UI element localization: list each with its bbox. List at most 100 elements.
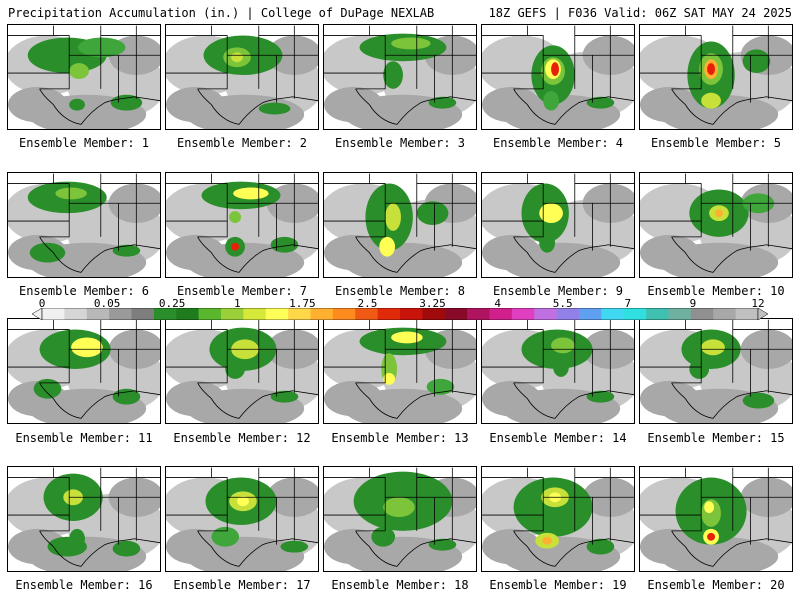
colorbar-tick-label: 1.75 [289,297,316,310]
precip-area [8,528,68,565]
state-border [324,496,476,516]
colorbar-tick-label: 0.25 [158,297,186,310]
precip-area [391,37,431,50]
state-border [8,329,70,350]
precip-map [482,25,634,129]
colorbar-tick-label: 0 [38,297,46,310]
precip-map [8,467,160,571]
member-label: Ensemble Member: 10 [647,284,785,298]
state-border [39,221,70,238]
colorbar-swatch [444,308,468,320]
member-label: Ensemble Member: 20 [647,578,785,592]
state-border [166,202,318,222]
state-border [482,183,544,204]
member-label: Ensemble Member: 5 [650,136,782,150]
precip-area [29,242,66,263]
state-border [482,496,634,516]
colorbar-swatch [42,308,65,320]
state-border [513,382,634,419]
precip-area [78,37,126,58]
member-label: Ensemble Member: 17 [173,578,311,592]
precip-map [166,467,318,571]
precip-area [383,497,415,518]
state-border [513,221,544,238]
state-border [324,54,476,74]
precip-map [640,25,792,129]
state-border [8,348,160,368]
colorbar-tick-label: 1 [233,297,241,310]
colorbar-swatch [86,308,110,320]
colorbar-tick-label: 3.25 [419,297,446,310]
colorbar-tick-label: 2.5 [357,297,378,310]
colorbar-swatch [713,308,737,320]
state-border [513,367,544,384]
state-border [166,477,228,498]
precip-area [715,209,723,218]
ensemble-panel [639,24,793,130]
state-border [482,54,634,74]
ensemble-panel [323,172,477,278]
precip-map [482,319,634,423]
precip-area [742,49,771,74]
state-border [671,530,792,567]
member-label: Ensemble Member: 18 [331,578,469,592]
ensemble-panel [481,318,635,424]
state-border [513,530,634,567]
precip-area [379,236,396,257]
state-border [39,530,160,567]
colorbar-swatch [579,308,602,320]
state-border [671,515,702,532]
state-border [166,348,318,368]
ensemble-panel [7,172,161,278]
precip-area [640,86,700,123]
member-label: Ensemble Member: 14 [489,431,627,445]
run-info: 18Z GEFS | F036 Valid: 06Z SAT MAY 24 20… [488,6,792,20]
ensemble-panel [165,24,319,130]
colorbar-swatch [64,308,88,320]
state-border [355,73,386,90]
precip-area [482,380,542,417]
state-border [197,530,318,567]
member-label: Ensemble Member: 1 [18,136,150,150]
member-label: Ensemble Member: 11 [15,431,153,445]
state-border [8,496,160,516]
colorbar-swatch [221,308,244,320]
state-border [671,382,792,419]
state-border [513,73,544,90]
member-label: Ensemble Member: 4 [492,136,624,150]
precip-area [231,52,243,63]
precip-area [426,378,455,395]
colorbar-swatch [601,308,625,320]
state-border [513,88,634,125]
colorbar-swatch [534,308,558,320]
colorbar [32,308,768,320]
precip-map [482,467,634,571]
precip-area [166,234,226,271]
precip-area [8,86,68,123]
precip-area [324,528,384,565]
ensemble-panel [323,24,477,130]
member-label: Ensemble Member: 15 [647,431,785,445]
state-border [640,35,702,56]
ensemble-panel [481,24,635,130]
precip-map [640,467,792,571]
state-border [166,35,228,56]
colorbar-tick-label: 9 [689,297,697,310]
state-border [8,35,70,56]
colorbar-swatch [198,308,222,320]
colorbar-tick-label: 0.05 [93,297,121,310]
colorbar-swatch [355,308,379,320]
state-border [640,329,702,350]
precip-area [258,102,291,115]
state-border [513,515,544,532]
precip-area [324,380,384,417]
colorbar-swatch [265,308,289,320]
member-label: Ensemble Member: 2 [176,136,308,150]
state-border [324,329,386,350]
precip-map [8,25,160,129]
precip-map [8,173,160,277]
state-border [197,73,228,90]
state-border [640,348,792,368]
colorbar-swatch [422,308,446,320]
precip-area [704,501,715,514]
